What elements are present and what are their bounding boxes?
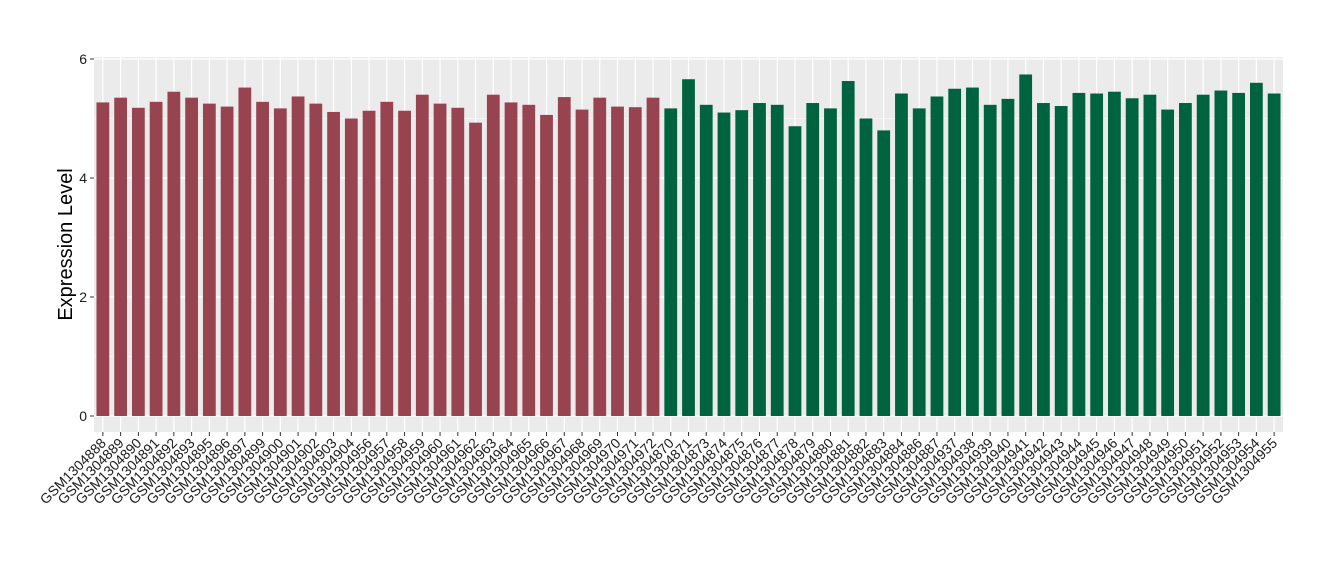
bar-GSM1304889 [114,97,128,417]
bar-GSM1304955 [1267,93,1281,416]
bar-GSM1304876 [753,103,766,416]
bar-GSM1304880 [824,108,837,416]
bar-GSM1304893 [185,97,198,417]
bar-GSM1304883 [877,130,891,416]
bar-GSM1304966 [540,114,553,417]
y-tick-label: 0 [79,408,87,424]
bar-GSM1304903 [327,111,340,416]
bar-GSM1304939 [983,104,997,416]
bar-GSM1304881 [841,81,855,416]
y-axis-title: Expression Level [55,168,77,320]
bar-GSM1304877 [770,104,784,416]
bar-GSM1304937 [948,88,962,416]
y-tick-label: 4 [79,170,87,186]
bar-GSM1304873 [699,104,713,416]
bars [96,74,1281,417]
bar-GSM1304970 [611,106,624,416]
bar-GSM1304972 [646,97,660,417]
bar-GSM1304951 [1196,94,1210,416]
bar-GSM1304943 [1054,106,1068,416]
bar-GSM1304950 [1179,103,1192,416]
bar-GSM1304891 [149,101,163,416]
x-axis: GSM1304888GSM1304889GSM1304890GSM1304891… [37,432,1280,507]
bar-GSM1304960 [433,103,447,416]
bar-GSM1304874 [717,112,731,417]
bar-GSM1304892 [167,91,181,416]
bar-GSM1304890 [131,107,145,416]
y-tick-label: 6 [79,51,87,67]
bar-GSM1304942 [1037,103,1050,416]
bar-GSM1304949 [1161,109,1175,416]
bar-GSM1304968 [575,109,589,416]
bar-GSM1304967 [557,97,571,416]
y-axis: 0 2 4 6 [79,51,94,424]
bar-GSM1304962 [469,122,482,416]
bar-GSM1304969 [593,97,607,417]
bar-GSM1304875 [735,110,749,417]
bar-GSM1304878 [788,126,802,417]
bar-GSM1304958 [398,110,411,416]
bar-GSM1304902 [309,103,323,416]
bar-GSM1304886 [912,108,926,416]
bar-GSM1304963 [486,94,500,416]
bar-GSM1304941 [1019,74,1033,416]
bar-GSM1304961 [451,107,465,416]
y-tick-label: 2 [79,289,87,305]
bar-GSM1304952 [1214,90,1228,416]
bar-GSM1304879 [806,103,820,416]
bar-GSM1304959 [415,94,429,416]
bar-GSM1304899 [256,101,269,416]
bar-GSM1304964 [504,102,518,416]
bar-GSM1304888 [96,102,110,416]
bar-GSM1304901 [291,96,305,417]
bar-GSM1304946 [1108,91,1121,416]
bar-GSM1304940 [1001,98,1015,417]
bar-GSM1304948 [1143,94,1157,416]
bar-GSM1304904 [344,118,358,416]
bar-GSM1304896 [220,106,234,416]
bar-GSM1304882 [859,118,873,416]
bar-GSM1304900 [273,108,287,416]
bar-GSM1304945 [1090,93,1104,416]
bar-GSM1304897 [238,87,252,416]
bar-GSM1304871 [682,79,695,416]
bar-GSM1304947 [1125,98,1139,417]
bar-GSM1304971 [628,107,642,416]
bar-GSM1304956 [362,110,376,416]
bar-GSM1304957 [380,101,394,416]
bar-GSM1304887 [930,96,944,417]
bar-GSM1304938 [966,87,979,416]
bar-GSM1304954 [1249,82,1263,417]
bar-GSM1304953 [1232,92,1246,416]
bar-GSM1304884 [895,93,908,416]
bar-GSM1304895 [202,103,216,416]
bar-GSM1304870 [664,108,678,416]
bar-GSM1304944 [1072,92,1086,416]
bar-GSM1304965 [522,104,536,416]
